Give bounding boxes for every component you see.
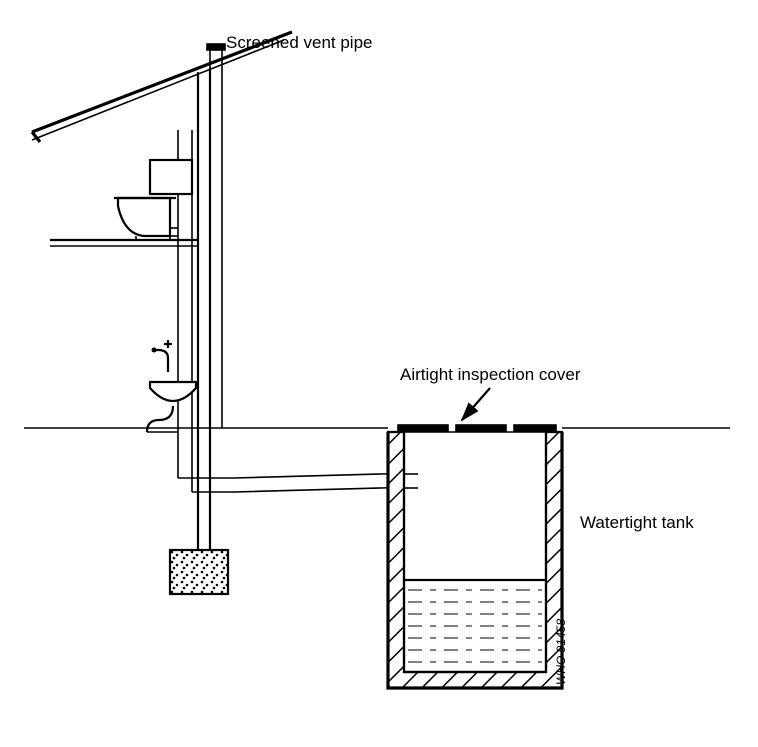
drawing-group <box>24 32 730 688</box>
diagram-canvas: Screened vent pipe Airtight inspection c… <box>0 0 758 747</box>
label-inspection-cover: Airtight inspection cover <box>400 365 581 384</box>
label-reference-number: WHO 91458 <box>554 619 568 685</box>
label-vent-pipe: Screened vent pipe <box>226 33 373 52</box>
label-watertight-tank: Watertight tank <box>580 513 694 532</box>
